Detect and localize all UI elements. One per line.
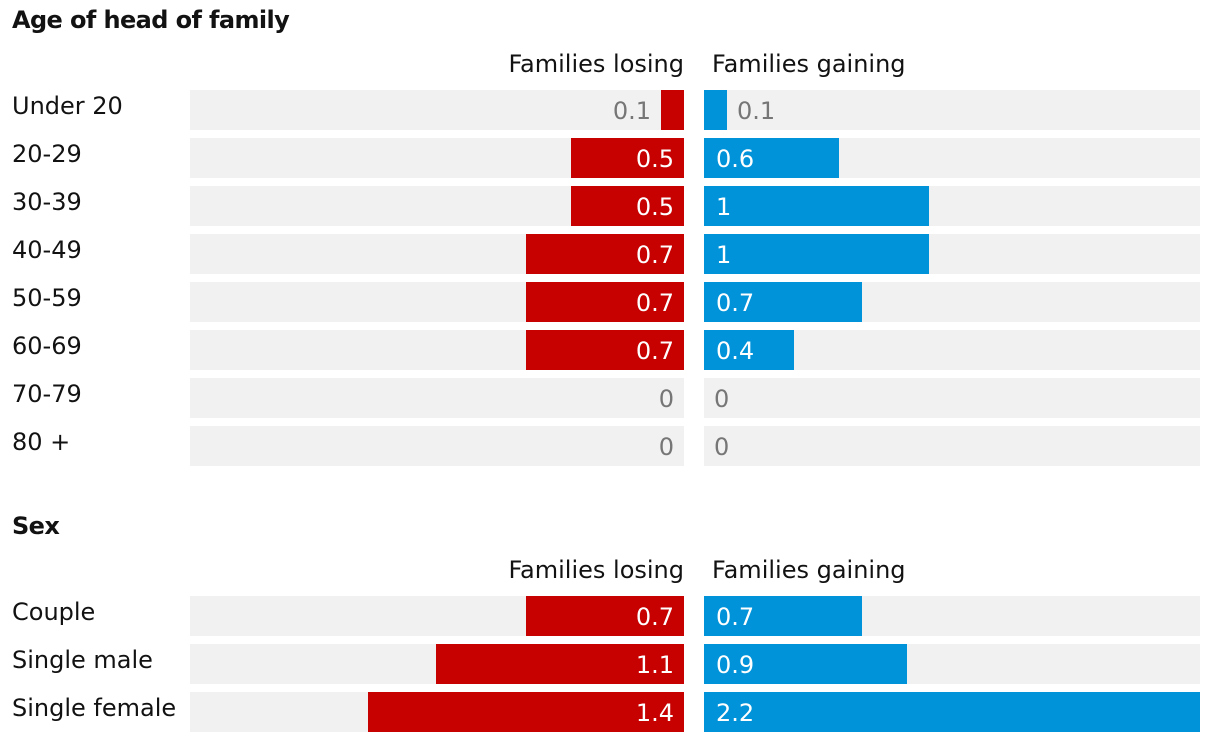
gaining-track: 0.7 [704, 596, 1200, 636]
losing-value-label: 0.7 [635, 241, 674, 269]
losing-track: 0.7 [190, 282, 684, 322]
category-label: 80 + [12, 428, 71, 456]
losing-value-label: 1.1 [635, 651, 674, 679]
gaining-track: 2.2 [704, 692, 1200, 732]
gaining-track: 0.1 [704, 90, 1200, 130]
losing-track: 0 [190, 378, 684, 418]
category-label: 40-49 [12, 236, 82, 264]
chart-row: 60-69 0.7 0.4 [0, 330, 1220, 370]
gaining-bar [704, 138, 839, 178]
gaining-value-label: 0.4 [716, 337, 755, 365]
chart-row: Under 20 0.1 0.1 [0, 90, 1220, 130]
gaining-track: 0 [704, 378, 1200, 418]
gaining-bar [704, 692, 1200, 732]
losing-bar [526, 282, 684, 322]
gaining-track: 0.9 [704, 644, 1200, 684]
losing-bar [368, 692, 684, 732]
losing-track: 0.7 [190, 330, 684, 370]
losing-bar [571, 186, 684, 226]
chart-row: Single female 1.4 2.2 [0, 692, 1220, 732]
losing-value-label: 1.4 [635, 699, 674, 727]
gaining-value-label: 0 [714, 433, 730, 461]
losing-value-label: 0.7 [635, 289, 674, 317]
gaining-bar [704, 186, 929, 226]
gaining-track: 0.6 [704, 138, 1200, 178]
chart-row: 40-49 0.7 1 [0, 234, 1220, 274]
category-label: 30-39 [12, 188, 82, 216]
gaining-bar [704, 330, 794, 370]
gaining-value-label: 1 [716, 241, 732, 269]
gaining-bar [704, 282, 862, 322]
losing-track: 0.7 [190, 234, 684, 274]
losing-track: 0 [190, 426, 684, 466]
category-label: Single female [12, 694, 177, 722]
gaining-value-label: 1 [716, 193, 732, 221]
losing-value-label: 0 [658, 433, 674, 461]
gaining-track: 1 [704, 186, 1200, 226]
chart-row: 80 + 0 0 [0, 426, 1220, 466]
chart-row: 50-59 0.7 0.7 [0, 282, 1220, 322]
losing-track: 0.1 [190, 90, 684, 130]
chart-title: Age of head of family [12, 6, 290, 34]
losing-bar [526, 330, 684, 370]
chart-row: 20-29 0.5 0.6 [0, 138, 1220, 178]
losing-bar [436, 644, 684, 684]
gaining-value-label: 2.2 [716, 699, 755, 727]
losing-column-header: Families losing [508, 556, 684, 584]
losing-value-label: 0.7 [635, 603, 674, 631]
gaining-bar [704, 596, 862, 636]
losing-value-label: 0.5 [635, 193, 674, 221]
category-label: Single male [12, 646, 153, 674]
chart-row: 30-39 0.5 1 [0, 186, 1220, 226]
gaining-track: 1 [704, 234, 1200, 274]
chart-row: Couple 0.7 0.7 [0, 596, 1220, 636]
losing-value-label: 0 [658, 385, 674, 413]
gaining-track: 0.4 [704, 330, 1200, 370]
chart-row: 70-79 0 0 [0, 378, 1220, 418]
losing-value-label: 0.1 [612, 97, 651, 125]
losing-bar [661, 90, 684, 130]
gaining-value-label: 0.6 [716, 145, 755, 173]
losing-bar [526, 596, 684, 636]
gaining-value-label: 0 [714, 385, 730, 413]
losing-track: 0.7 [190, 596, 684, 636]
gaining-column-header: Families gaining [712, 556, 906, 584]
category-label: 70-79 [12, 380, 82, 408]
gaining-value-label: 0.9 [716, 651, 755, 679]
category-label: Couple [12, 598, 96, 626]
losing-track: 1.1 [190, 644, 684, 684]
gaining-bar [704, 234, 929, 274]
category-label: 50-59 [12, 284, 82, 312]
gaining-track: 0 [704, 426, 1200, 466]
gaining-value-label: 0.1 [737, 97, 776, 125]
category-label: 60-69 [12, 332, 82, 360]
losing-track: 0.5 [190, 186, 684, 226]
losing-value-label: 0.7 [635, 337, 674, 365]
losing-track: 0.5 [190, 138, 684, 178]
chart-row: Single male 1.1 0.9 [0, 644, 1220, 684]
losing-bar [571, 138, 684, 178]
losing-value-label: 0.5 [635, 145, 674, 173]
losing-bar [526, 234, 684, 274]
chart-title: Sex [12, 512, 60, 540]
losing-column-header: Families losing [508, 50, 684, 78]
gaining-track: 0.7 [704, 282, 1200, 322]
category-label: 20-29 [12, 140, 82, 168]
gaining-column-header: Families gaining [712, 50, 906, 78]
category-label: Under 20 [12, 92, 123, 120]
losing-track: 1.4 [190, 692, 684, 732]
gaining-bar [704, 644, 907, 684]
gaining-value-label: 0.7 [716, 603, 755, 631]
gaining-value-label: 0.7 [716, 289, 755, 317]
gaining-bar [704, 90, 727, 130]
